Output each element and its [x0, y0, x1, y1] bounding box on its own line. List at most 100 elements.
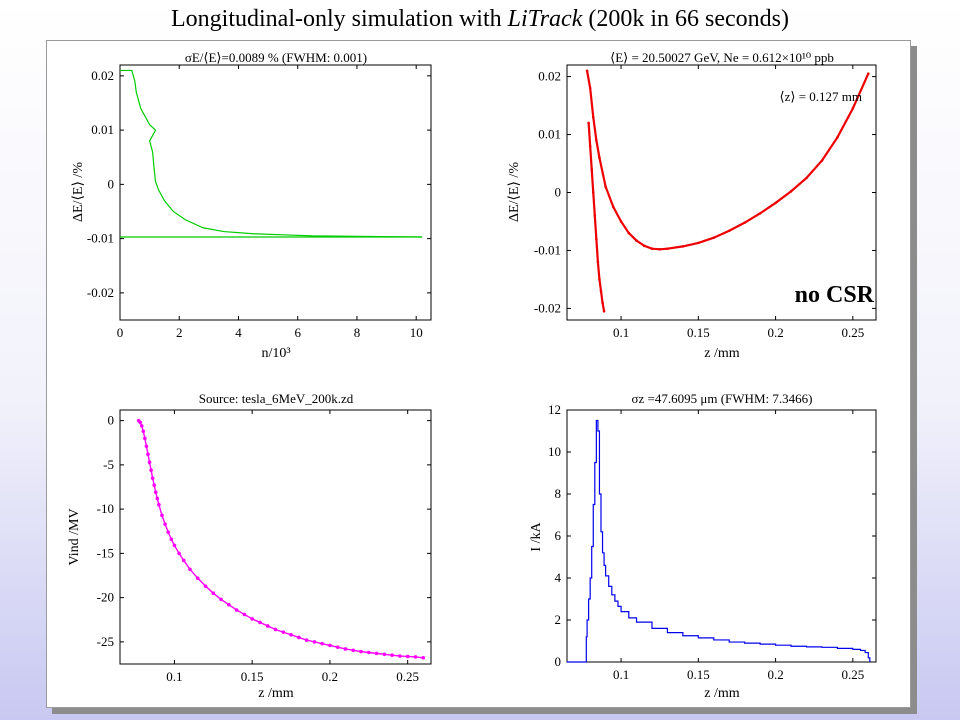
data-point [359, 649, 363, 654]
data-point [149, 468, 153, 472]
slide-title-plain: Longitudinal-only simulation with [171, 6, 508, 32]
y-tick-label: -20 [97, 590, 114, 605]
x-tick-label: 6 [294, 325, 301, 340]
x-tick-label: 2 [176, 325, 183, 340]
data-point [588, 144, 592, 148]
plot2-title: ⟨E⟩ = 20.50027 GeV, Ne = 0.612×10¹⁰ ppb [610, 50, 834, 65]
data-point [421, 656, 426, 660]
scatter-band [138, 420, 424, 659]
data-point [188, 567, 192, 572]
slide-title: Longitudinal-only simulation with LiTrac… [0, 6, 960, 33]
scatter-band [587, 122, 606, 312]
y-tick-label: -0.01 [87, 231, 114, 246]
y-tick-label: 10 [548, 444, 561, 459]
data-point [390, 653, 394, 657]
data-point [585, 69, 589, 73]
data-point [343, 647, 348, 651]
y-tick-label: -25 [97, 634, 114, 649]
plot2-series [585, 69, 870, 313]
data-point [195, 576, 200, 580]
plot4-yticks: 0 2 4 6 8 10 12 [548, 402, 876, 669]
current-trace [567, 419, 871, 663]
plot-current-vs-z: 0.1 0.15 0.2 0.25 0 2 4 6 8 10 12 σz =47.6095 μm … [529, 391, 877, 701]
y-tick-label: 4 [555, 570, 562, 585]
plot2-ylabel: ΔE/⟨E⟩ /% [507, 162, 522, 222]
data-point [382, 652, 387, 657]
data-point [297, 635, 301, 640]
energy-trace [120, 69, 423, 238]
data-point [152, 483, 157, 488]
data-point [219, 597, 223, 602]
plot2-yticks: 0.02 0.01 0 -0.01 -0.02 [534, 69, 876, 315]
data-point [328, 643, 332, 648]
data-point [146, 452, 150, 457]
x-tick-label: 0.25 [841, 325, 864, 340]
data-point [138, 420, 143, 425]
x-tick-label: 0.2 [322, 669, 338, 684]
data-point [604, 185, 607, 189]
x-tick-label: 0.1 [166, 669, 182, 684]
x-tick-label: 10 [410, 325, 423, 340]
data-point [591, 115, 595, 119]
data-point [697, 241, 700, 245]
plot4-ylabel: I /kA [529, 522, 544, 552]
y-tick-label: 0.02 [91, 68, 114, 83]
plot1-frame [119, 64, 432, 321]
data-point [591, 191, 595, 194]
data-point [242, 612, 247, 617]
y-tick-label: -15 [97, 545, 114, 560]
data-point [203, 584, 208, 588]
y-tick-label: 0 [108, 176, 115, 191]
y-tick-label: -5 [103, 457, 114, 472]
plot3-xlabel: z /mm [258, 686, 293, 701]
data-point [599, 289, 603, 293]
y-tick-label: 0 [555, 654, 562, 669]
data-point [658, 247, 661, 251]
y-tick-label: 0 [108, 413, 115, 428]
data-point [635, 239, 638, 242]
data-point [805, 176, 808, 180]
plot3-title: Source: tesla_6MeV_200k.zd [199, 391, 354, 406]
data-point [650, 247, 654, 251]
data-point [595, 237, 598, 241]
plot4-frame [566, 409, 877, 663]
data-point [312, 640, 317, 644]
y-tick-label: 0.01 [538, 127, 561, 142]
data-point [405, 654, 410, 659]
data-point [351, 648, 356, 653]
plot1-series [120, 69, 423, 238]
data-point [774, 201, 777, 205]
data-point [374, 651, 379, 656]
data-point [169, 537, 174, 542]
x-tick-label: 0.2 [767, 667, 783, 682]
data-point [588, 86, 592, 90]
data-point [681, 245, 685, 248]
data-point [227, 602, 231, 607]
data-point [866, 72, 870, 75]
data-point [758, 212, 762, 215]
y-tick-label: -10 [97, 501, 114, 516]
y-tick-label: 2 [555, 612, 562, 627]
data-point [598, 156, 601, 160]
data-point [141, 429, 146, 434]
y-tick-label: 0 [555, 185, 562, 200]
plot1-ylabel: ΔE/⟨E⟩ /% [71, 162, 86, 222]
data-point [320, 641, 324, 646]
x-tick-label: 0.15 [687, 325, 710, 340]
y-tick-label: -0.02 [534, 300, 561, 315]
data-point [143, 436, 147, 441]
y-tick-label: 0.01 [91, 122, 114, 137]
x-tick-label: 0.1 [613, 325, 629, 340]
x-tick-label: 0.25 [396, 669, 419, 684]
x-tick-label: 4 [235, 325, 242, 340]
data-point [398, 654, 402, 658]
data-point [155, 496, 160, 501]
data-point [789, 190, 793, 193]
plot3-ylabel: Vind /MV [67, 508, 82, 565]
plot3-yticks: 0 -5 -10 -15 -20 -25 [97, 413, 431, 649]
data-point [166, 530, 171, 534]
data-point [273, 627, 278, 632]
y-tick-label: -0.01 [534, 242, 561, 257]
data-point [160, 513, 164, 518]
data-point [304, 638, 309, 642]
